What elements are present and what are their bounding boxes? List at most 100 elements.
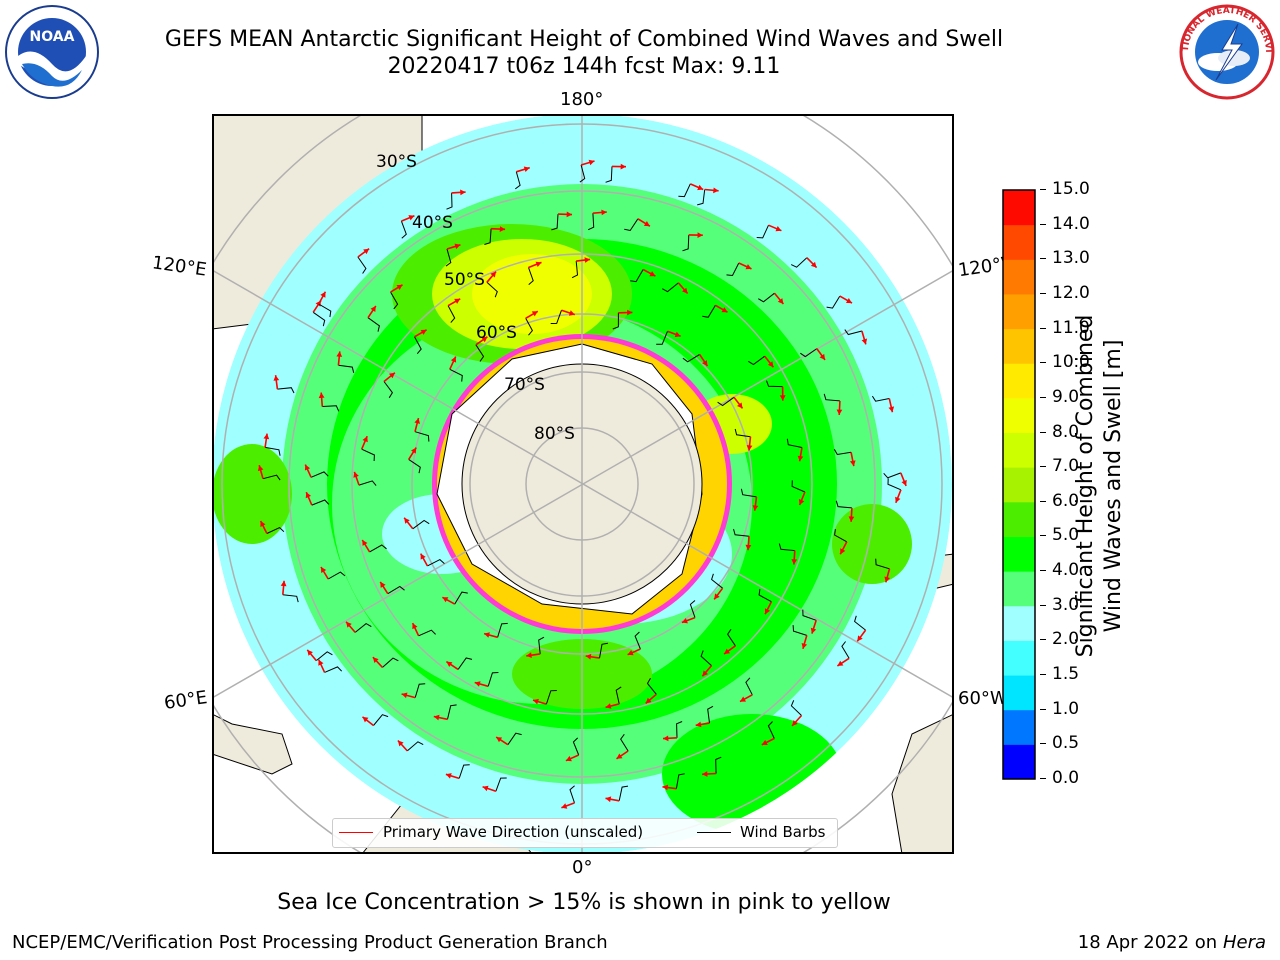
- colorbar-tick-mark: [1040, 778, 1046, 779]
- wind-barb: [605, 166, 613, 183]
- wave-arrow-head: [846, 298, 852, 304]
- wave-arrow-head: [779, 395, 786, 401]
- wave-arrow-head: [745, 264, 752, 270]
- lat-label-50s: 50°S: [444, 270, 485, 290]
- wave-arrow-head: [714, 593, 720, 600]
- wind-barb: [475, 344, 485, 362]
- wind-barb: [551, 214, 559, 231]
- wave-arrow-head: [454, 243, 461, 250]
- wind-barb: [678, 183, 691, 198]
- colorbar-tick-mark: [1040, 500, 1046, 502]
- wave-arrow-head: [362, 716, 369, 723]
- wind-barb: [702, 305, 716, 318]
- producer-credit: NCEP/EMC/Verification Post Processing Pr…: [12, 932, 608, 953]
- wave-arrow-head: [584, 257, 591, 263]
- wave-arrow-head: [304, 464, 311, 471]
- wave-arrow-head: [499, 226, 506, 232]
- wind-barb: [682, 353, 700, 363]
- colorbar-tick-mark: [1040, 292, 1046, 294]
- wave-arrow-head: [627, 309, 633, 316]
- wave-arrow-head: [370, 306, 376, 312]
- wave-arrow-head: [490, 271, 496, 278]
- wind-barb: [726, 629, 736, 647]
- colorbar-block: [1003, 640, 1035, 676]
- wave-arrow-head: [662, 784, 669, 791]
- wave-arrow-head: [353, 471, 359, 478]
- wind-barb: [748, 355, 765, 366]
- wind-barb: [841, 641, 850, 659]
- colorbar-block: [1003, 363, 1035, 399]
- sea-ice-note: Sea Ice Concentration > 15% is shown in …: [277, 890, 891, 915]
- wave-arrow-head: [336, 351, 343, 357]
- wind-barb: [497, 622, 508, 638]
- wave-arrow-head: [702, 771, 708, 777]
- wave-arrow-head: [565, 755, 572, 762]
- map-legend: Primary Wave Direction (unscaled) Wind B…: [332, 818, 838, 848]
- wave-arrow-head: [895, 496, 901, 503]
- wind-barb: [615, 686, 622, 705]
- wave-arrow-head: [601, 209, 607, 216]
- wind-barb: [515, 171, 521, 190]
- wave-arrow-head: [737, 402, 743, 409]
- wind-barb: [545, 690, 557, 705]
- wind-barb: [758, 292, 775, 303]
- colorbar-tick-label: 2.0: [1052, 629, 1080, 650]
- wind-barb: [311, 499, 330, 506]
- lat-label-70s: 70°S: [504, 375, 545, 395]
- wave-arrow-head: [777, 298, 784, 304]
- wind-barb: [726, 262, 740, 277]
- wind-barb: [790, 257, 808, 268]
- wave-arrow-head: [260, 521, 266, 527]
- wind-barb: [634, 631, 641, 650]
- wind-barb: [675, 773, 685, 789]
- wind-barb: [406, 741, 424, 752]
- lon-label-60e: 60°E: [162, 687, 209, 714]
- wind-barb: [412, 519, 430, 530]
- wave-arrow-head: [791, 559, 798, 565]
- wave-arrow-head: [321, 567, 327, 573]
- colorbar-tick-mark: [1040, 535, 1046, 537]
- colorbar-block: [1003, 501, 1035, 537]
- wave-arrow-head: [454, 298, 461, 304]
- colorbar: [1002, 189, 1036, 780]
- colorbar-tick-label: 8.0: [1052, 421, 1080, 442]
- wind-barb: [400, 220, 407, 239]
- colorbar-tick-mark: [1040, 396, 1046, 398]
- wind-barb: [656, 331, 668, 345]
- nws-logo: NATIONAL WEATHER SERVICE: [1178, 4, 1275, 100]
- wave-arrow-head: [767, 361, 774, 368]
- wind-barb: [778, 543, 795, 552]
- wind-barb: [700, 650, 712, 666]
- wind-barb: [446, 192, 453, 210]
- colorbar-tick-mark: [1040, 327, 1046, 329]
- wind-barb: [550, 310, 562, 324]
- wind-barb: [427, 559, 445, 567]
- colorbar-tick-label: 4.0: [1052, 560, 1080, 581]
- wave-arrow-head: [697, 184, 704, 191]
- lat-label-40s: 40°S: [412, 213, 453, 233]
- wave-arrow-head: [605, 796, 612, 803]
- wave-arrow-head: [663, 735, 669, 742]
- wave-arrow-head: [620, 163, 626, 170]
- wave-arrow-head: [819, 353, 825, 360]
- wind-barb: [387, 585, 405, 595]
- wave-arrow-head: [396, 284, 403, 290]
- colorbar-tick-mark: [1040, 466, 1046, 468]
- wave-arrow-head: [697, 232, 703, 238]
- wave-arrow-head: [380, 581, 386, 588]
- wind-barb: [887, 478, 902, 491]
- wave-arrow-head: [752, 505, 759, 511]
- wave-arrow-head: [810, 627, 817, 634]
- wave-arrow-head: [721, 307, 728, 313]
- wind-barb: [312, 311, 326, 327]
- wave-arrow-head: [445, 773, 452, 779]
- wind-barb: [484, 228, 492, 245]
- wind-barb: [612, 312, 619, 330]
- wave-arrow-head: [568, 310, 575, 316]
- wave-arrow-head: [849, 460, 856, 467]
- chart-title: GEFS MEAN Antarctic Significant Height o…: [164, 27, 1004, 52]
- wave-arrow-head: [408, 215, 415, 221]
- wind-barb: [418, 629, 436, 637]
- colorbar-tick-mark: [1040, 189, 1046, 190]
- colorbar-tick-mark: [1040, 570, 1046, 572]
